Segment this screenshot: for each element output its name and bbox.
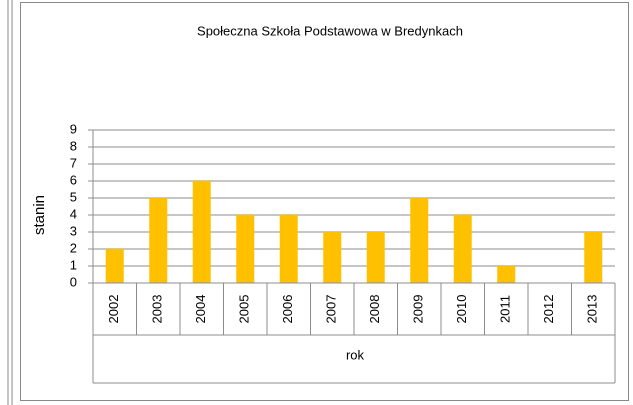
y-tick-label: 8 [70, 138, 77, 153]
x-tick-label: 2002 [106, 295, 121, 324]
x-tick-label: 2011 [498, 295, 513, 323]
x-tick-label: 2013 [585, 295, 600, 324]
bar [453, 215, 472, 283]
bar [279, 215, 298, 283]
y-tick-label: 6 [70, 172, 77, 187]
x-tick-label: 2007 [324, 295, 339, 324]
y-tick-label: 9 [70, 121, 77, 136]
x-tick-label: 2012 [541, 295, 556, 324]
y-tick-label: 4 [70, 206, 77, 221]
x-tick-label: 2004 [193, 295, 208, 324]
x-tick-label: 2003 [150, 295, 165, 324]
chart-frame [20, 2, 629, 401]
y-tick-label: 0 [70, 274, 77, 289]
y-tick-label: 3 [70, 223, 77, 238]
x-tick-label: 2010 [454, 295, 469, 324]
y-tick-label: 2 [70, 240, 77, 255]
bar [323, 232, 342, 283]
x-axis-label: rok [346, 347, 365, 362]
y-axis-label: stanin [31, 195, 48, 235]
bar [149, 198, 168, 283]
x-tick-label: 2006 [280, 295, 295, 324]
bar [236, 215, 255, 283]
bar [105, 249, 124, 283]
bar [584, 232, 603, 283]
bar [192, 181, 211, 283]
bar [410, 198, 429, 283]
bar [497, 266, 516, 283]
y-tick-label: 5 [70, 189, 77, 204]
x-tick-label: 2009 [411, 295, 426, 324]
x-tick-label: 2008 [367, 295, 382, 324]
bar [366, 232, 385, 283]
y-tick-label: 7 [70, 155, 77, 170]
chart-title: Społeczna Szkoła Podstawowa w Bredynkach [197, 23, 463, 38]
y-tick-label: 1 [70, 257, 77, 272]
x-tick-label: 2005 [237, 295, 252, 324]
